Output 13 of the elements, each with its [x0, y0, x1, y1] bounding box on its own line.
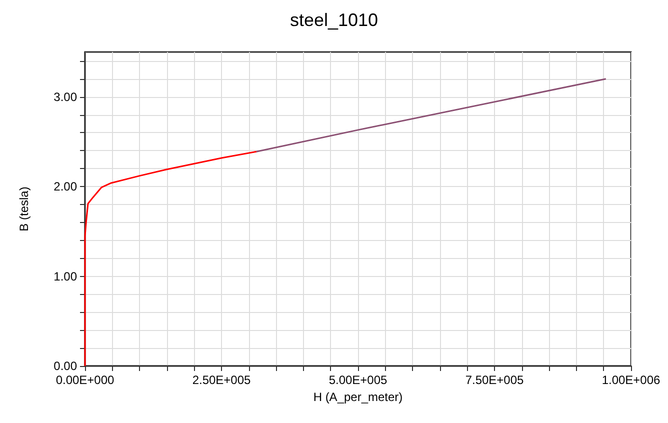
x-axis-title: H (A_per_meter): [313, 390, 403, 404]
y-tick-label: 1.00: [54, 269, 78, 284]
line-series: [84, 150, 258, 367]
y-tick-label: 3.00: [54, 90, 78, 104]
y-tick-label: 0.00: [54, 359, 78, 373]
x-tick-label: 1.00E+006: [602, 373, 661, 387]
chart-title: steel_1010: [290, 10, 378, 30]
y-tick-label: 2.00: [54, 180, 78, 194]
x-tick-label: 7.50E+005: [465, 373, 524, 387]
x-tick-label: 2.50E+005: [192, 373, 252, 387]
y-axis-title: B (tesla): [17, 186, 31, 232]
x-tick-label: 0.00E+000: [56, 373, 115, 387]
x-tick-label: 5.00E+005: [328, 373, 388, 387]
